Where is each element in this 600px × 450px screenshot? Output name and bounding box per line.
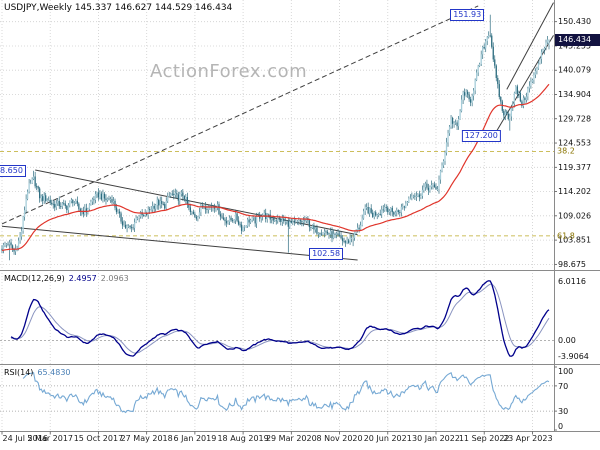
axis-label: 114.202	[558, 187, 591, 196]
rsi-indicator-label: RSI(14) 65.4830	[4, 368, 71, 377]
macd-main-line	[10, 280, 550, 357]
axis-label: 30 Jan 2022	[412, 434, 460, 443]
fib-label-0: 38.2	[557, 146, 575, 156]
price-annotation-1: 127.200	[461, 129, 501, 142]
axis-label: 23 Apr 2023	[503, 434, 552, 443]
price-annotation-0: 151.93	[450, 8, 485, 21]
axis-label: 29 Mar 2020	[266, 434, 317, 443]
macd-value-signal: 2.0963	[100, 274, 129, 283]
axis-label: 15 Oct 2017	[74, 434, 123, 443]
axis-label: 124.553	[558, 139, 591, 148]
rising-channel-upper	[506, 2, 554, 90]
rsi-name: RSI(14)	[4, 368, 34, 377]
main-price-pane	[1, 2, 554, 261]
axis-label: 140.079	[558, 66, 591, 75]
axis-label: 129.728	[558, 114, 591, 123]
axis-label: 24 Jul 2016	[3, 434, 48, 443]
moving-average-line	[1, 83, 550, 251]
macd-value-main: 2.4957	[68, 274, 97, 283]
rsi-value: 65.4830	[37, 368, 71, 377]
price-annotation-2: 102.58	[309, 248, 344, 261]
macd-name: MACD(12,26,9)	[4, 274, 65, 283]
axis-label: 109.026	[558, 211, 591, 220]
rising-trendline	[1, 5, 479, 225]
axis-label: 6 Jan 2019	[173, 434, 216, 443]
axis-label: 70	[558, 382, 568, 391]
fibonacci-lines	[0, 150, 554, 237]
axis-label: 30	[558, 407, 568, 416]
falling-channel-lower	[1, 225, 358, 261]
axis-label: 0	[558, 422, 563, 431]
axis-label: 8 Nov 2020	[316, 434, 362, 443]
symbol-ohlc-line: USDJPY,Weekly 145.337 146.627 144.529 14…	[4, 3, 233, 13]
axis-label: 6.0116	[558, 277, 586, 286]
current-price-tag: 146.434	[555, 34, 600, 47]
axis-label: 119.377	[558, 163, 591, 172]
price-annotation-3: 8.650	[0, 164, 26, 177]
axis-label: 100	[558, 367, 573, 376]
falling-channel-upper	[35, 169, 358, 236]
axis-label: 98.675	[558, 260, 586, 269]
axis-label: 0.00	[558, 336, 576, 345]
watermark: ActionForex.com	[150, 61, 308, 82]
fib-label-1: 61.8	[557, 231, 575, 241]
axis-label: 134.904	[558, 90, 591, 99]
axis-label: 150.430	[558, 17, 591, 26]
axis-label: 11 Sep 2022	[459, 434, 510, 443]
axis-label: 103.851	[558, 236, 591, 245]
macd-pane	[0, 280, 554, 357]
macd-signal-line	[10, 283, 550, 354]
rising-channel-lower	[495, 35, 554, 132]
axis-label: 20 Jun 2021	[364, 434, 412, 443]
macd-indicator-label: MACD(12,26,9) 2.4957 2.0963	[4, 274, 129, 283]
rsi-line	[22, 372, 550, 414]
rsi-pane	[0, 372, 554, 414]
axis-label: 5 Mar 2017	[27, 434, 73, 443]
axis-label: -3.9064	[558, 352, 589, 361]
axis-label: 27 May 2018	[121, 434, 173, 443]
axis-label: 18 Aug 2019	[217, 434, 268, 443]
grid-lines	[0, 0, 554, 431]
